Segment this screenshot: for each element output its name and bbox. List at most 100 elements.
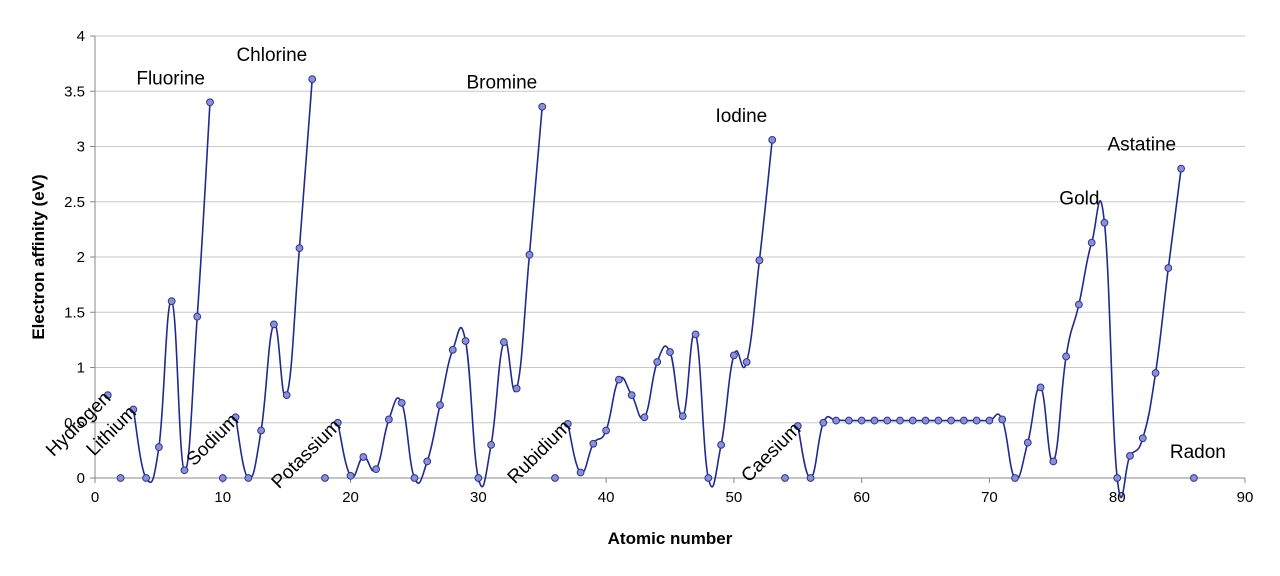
series-markers (103, 75, 1198, 482)
x-tick-label: 20 (342, 489, 359, 506)
data-point (397, 398, 406, 407)
data-point (1023, 438, 1032, 447)
data-point (282, 391, 291, 400)
y-tick-label: 2.5 (64, 194, 85, 211)
x-tick-label: 40 (598, 489, 615, 506)
data-point (499, 338, 508, 346)
data-point (1049, 457, 1058, 466)
data-point (1151, 369, 1160, 377)
data-point (487, 440, 496, 449)
data-point (461, 337, 470, 345)
axes (90, 35, 1246, 483)
data-point (116, 474, 125, 482)
annotation-label: Bromine (466, 73, 537, 94)
series-segment (337, 106, 544, 488)
data-point (947, 416, 956, 425)
data-point (819, 418, 828, 427)
y-tick-label: 4 (77, 28, 85, 45)
x-tick-label: 0 (91, 489, 99, 506)
annotation-label: Rubidium (504, 417, 576, 489)
data-point (436, 401, 444, 409)
data-point (448, 345, 457, 354)
data-point (576, 468, 585, 477)
series-segment (234, 79, 314, 479)
data-point (883, 416, 892, 425)
x-tick-label: 10 (214, 489, 231, 506)
data-point (972, 416, 981, 425)
data-point (691, 330, 700, 339)
x-tick-label: 60 (853, 489, 870, 506)
y-tick-labels: 0 0.5 1 1.5 2 2.5 3 3.5 4 (64, 28, 85, 487)
data-point (269, 320, 278, 329)
x-axis-title: Atomic number (608, 529, 733, 548)
data-point (985, 416, 994, 425)
data-point (1164, 264, 1173, 272)
data-point (244, 474, 253, 482)
data-point (870, 416, 879, 425)
data-point (704, 474, 713, 482)
gridlines (95, 35, 1245, 424)
data-point (614, 375, 623, 384)
x-tick-label: 30 (470, 489, 487, 506)
data-point (257, 426, 266, 435)
data-point (321, 474, 329, 482)
data-point (423, 457, 432, 466)
data-point (806, 474, 815, 482)
data-point (333, 418, 342, 427)
data-point (474, 474, 483, 482)
x-tick-label: 50 (726, 489, 743, 506)
annotation-label: Iodine (715, 106, 767, 127)
data-point (295, 244, 304, 253)
data-point (768, 135, 777, 144)
data-point (717, 440, 726, 449)
annotation-label: Gold (1059, 189, 1099, 210)
data-point (640, 413, 649, 422)
data-point (1074, 300, 1083, 309)
series-segment (567, 139, 774, 488)
annotation-label: Caesium (737, 419, 805, 487)
data-point (346, 471, 355, 480)
data-point (908, 416, 917, 425)
data-point (653, 358, 662, 366)
data-point (512, 384, 521, 393)
x-tick-label: 80 (1109, 489, 1126, 506)
data-point (1126, 452, 1134, 460)
data-point (372, 465, 381, 474)
data-point (742, 358, 751, 366)
data-point (589, 439, 598, 448)
data-point (1036, 383, 1045, 392)
data-point (1087, 238, 1096, 247)
y-tick-label: 1.5 (64, 304, 85, 321)
data-point (551, 474, 559, 482)
data-point (1138, 434, 1147, 443)
data-point (218, 474, 227, 482)
data-point (180, 466, 189, 475)
series-segment (797, 168, 1182, 499)
data-point (103, 391, 112, 400)
data-point (998, 415, 1007, 424)
x-tick-label: 90 (1237, 489, 1254, 506)
data-point (538, 102, 547, 111)
data-point (857, 416, 866, 425)
data-point (563, 419, 572, 428)
y-tick-label: 3.5 (64, 83, 85, 100)
data-point (410, 474, 419, 482)
data-point (844, 416, 853, 425)
element-annotations: HydrogenLithiumFluorineSodiumChlorinePot… (42, 45, 1226, 493)
data-point (1189, 474, 1198, 482)
data-point (1100, 218, 1109, 227)
y-axis-title: Electron affinity (eV) (29, 174, 48, 339)
data-point (1113, 474, 1122, 482)
data-point (921, 416, 930, 425)
data-point (206, 98, 214, 107)
annotation-label: Chlorine (236, 45, 307, 66)
data-point (959, 416, 968, 425)
y-tick-label: 3 (77, 139, 85, 156)
y-tick-label: 1 (77, 360, 85, 377)
data-point (781, 474, 789, 482)
data-point (627, 391, 636, 400)
x-tick-labels: 0 10 20 30 40 50 60 70 80 90 (91, 489, 1254, 506)
data-point (384, 415, 393, 424)
data-point (934, 416, 943, 425)
